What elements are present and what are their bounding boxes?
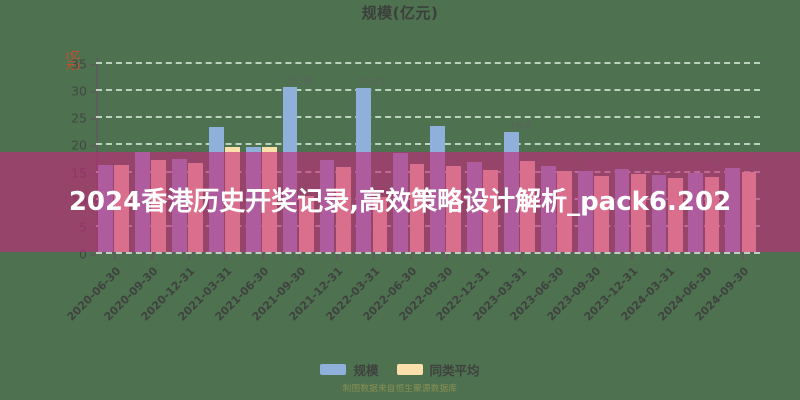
legend-item-scale[interactable]: 规模 (320, 360, 379, 379)
x-tick-cell: 2022-06-30 (360, 254, 428, 324)
x-tick-mark (335, 254, 338, 259)
y-tick-label: 20 (71, 137, 87, 153)
x-tick-cell: 2024-03-31 (618, 254, 686, 324)
x-tick-mark (483, 254, 486, 259)
y-tick-label: 0 (79, 246, 87, 262)
x-tick-mark (741, 254, 744, 259)
x-tick-mark (372, 254, 375, 259)
x-tick-cell: 2023-09-30 (545, 254, 613, 324)
y-tick-label: 25 (71, 110, 87, 126)
gridline: 0 (79, 247, 760, 262)
x-tick-mark (188, 254, 191, 259)
x-tick-cell: 2021-12-31 (286, 254, 354, 324)
x-tick-mark (409, 254, 412, 259)
x-tick-mark (262, 254, 264, 259)
x-tick-mark (557, 254, 560, 259)
x-tick-cell: 2022-03-31 (323, 254, 391, 324)
x-tick-mark (446, 254, 449, 259)
overlay-banner-background (0, 152, 800, 252)
legend-swatch-scale (320, 364, 347, 375)
x-tick-cell: 2022-09-30 (397, 254, 465, 324)
x-tick-cell: 2024-06-30 (655, 254, 723, 324)
x-axis-tick-labels: 2020-06-30 2020-09-30 2020-12-31 2021-03-31… (65, 254, 760, 324)
y-tick-mark (90, 64, 96, 66)
source-note: 制图数据来自恒生聚源数据库 (342, 384, 458, 394)
x-tick-cell: 2022-12-31 (434, 254, 502, 324)
x-tick-mark (630, 254, 633, 259)
y-tick-label: 30 (71, 83, 87, 99)
legend-swatch-average (396, 364, 423, 375)
gridline: 25 (71, 111, 760, 126)
x-tick-mark (667, 254, 670, 259)
bar-value-label: 10.36 (285, 75, 313, 87)
x-tick-cell: 2023-06-30 (508, 254, 576, 324)
x-tick-mark (520, 254, 523, 259)
x-tick-cell: 2020-06-30 (65, 254, 133, 324)
legend-label-scale: 规模 (353, 363, 379, 378)
y-axis-unit-label: (亿元) (66, 51, 80, 72)
gridline: 35 (71, 57, 760, 72)
bar-value-label: 16.8 (509, 121, 531, 133)
y-tick-mark (90, 254, 96, 256)
gridline: 30 (71, 84, 760, 99)
x-tick-mark (298, 254, 301, 259)
gridline: 20 (71, 138, 760, 153)
x-tick-mark (151, 254, 154, 259)
x-tick-cell: 2020-12-31 (139, 254, 207, 324)
y-tick-mark (90, 145, 96, 148)
y-tick-label: 35 (71, 56, 87, 72)
y-tick-mark (90, 91, 96, 94)
x-tick-cell: 2021-06-30 (213, 254, 281, 324)
x-tick-cell: 2021-03-31 (176, 254, 244, 324)
x-tick-mark (594, 254, 597, 259)
x-tick-cell: 2023-03-31 (471, 254, 539, 324)
y-tick-mark (90, 118, 96, 121)
chart-legend: 规模 同类平均 (0, 360, 800, 379)
legend-item-average[interactable]: 同类平均 (396, 360, 480, 379)
chart-title: 规模(亿元) (361, 4, 439, 22)
x-tick-mark (704, 254, 707, 259)
legend-label-average: 同类平均 (429, 363, 480, 378)
x-tick-mark (114, 254, 117, 259)
bar-value-label: 10.21 (359, 76, 387, 88)
x-tick-mark (225, 254, 228, 259)
overlay-banner-text: 2024香港历史开奖记录,高效策略设计解析_pack6.202 (68, 186, 732, 217)
x-tick-cell: 2021-09-30 (249, 254, 317, 324)
x-tick-cell: 2024-09-30 (692, 254, 760, 324)
x-tick-cell: 2023-12-31 (581, 254, 649, 324)
x-tick-cell: 2020-09-30 (102, 254, 170, 324)
